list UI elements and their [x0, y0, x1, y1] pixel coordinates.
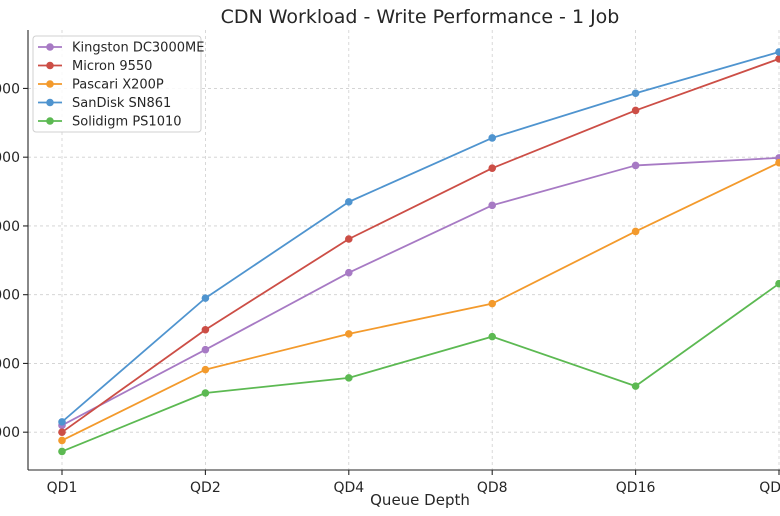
data-point: [345, 198, 353, 206]
data-point: [58, 418, 66, 426]
chart-title: CDN Workload - Write Performance - 1 Job: [221, 6, 620, 28]
legend: Kingston DC3000ME Micron 9550 Pascari X200…: [32, 35, 204, 133]
data-point: [488, 134, 497, 142]
data-point: [201, 365, 210, 374]
data-point: [631, 227, 640, 236]
series-line: [61, 156, 780, 427]
y-tick-label: 000: [0, 81, 20, 97]
axes: [27, 30, 780, 471]
x-tick-label: QD1: [47, 480, 78, 496]
legend-label: Solidigm PS1010: [72, 115, 182, 130]
series-line: [61, 282, 780, 453]
data-point: [58, 436, 66, 445]
data-point: [201, 325, 210, 334]
data-point: [775, 48, 780, 56]
series-line: [61, 51, 780, 423]
series-line: [61, 161, 780, 442]
legend-label: Micron 9550: [72, 59, 152, 74]
data-point: [631, 161, 640, 170]
data-point: [201, 389, 210, 397]
data-point: [775, 55, 780, 63]
data-point: [345, 268, 353, 277]
data-point: [631, 106, 640, 115]
data-point: [488, 164, 497, 172]
x-axis-label: Queue Depth: [370, 491, 470, 509]
x-tick-label: QD4: [333, 480, 364, 496]
x-ticks: QD1 QD2 QD4 QD8 QD16 QD32: [47, 470, 780, 496]
legend-box: [32, 35, 202, 133]
data-point: [488, 201, 497, 210]
data-point: [488, 332, 497, 341]
legend-swatch-marker: [46, 80, 54, 88]
series-group: [58, 48, 780, 456]
data-point: [201, 345, 210, 354]
data-point: [345, 235, 353, 243]
data-point: [58, 447, 66, 456]
data-point: [775, 279, 780, 288]
series-line: [61, 58, 780, 433]
y-tick-label: 000: [0, 150, 20, 166]
legend-label: SanDisk SN861: [72, 96, 171, 111]
y-tick-label: 000: [0, 288, 20, 304]
data-point: [58, 428, 66, 436]
data-point: [345, 374, 353, 382]
data-point: [488, 299, 497, 308]
data-point: [775, 158, 780, 167]
y-tick-label: 000: [0, 356, 20, 372]
x-tick-label: QD8: [477, 480, 508, 496]
y-ticks: 000 000 000 000 000 000: [0, 81, 28, 441]
y-tick-label: 000: [0, 219, 20, 235]
legend-label: Pascari X200P: [72, 78, 164, 93]
x-tick-label: QD32: [759, 480, 780, 496]
legend-swatch-marker: [46, 117, 54, 125]
x-tick-label: QD2: [190, 480, 221, 496]
data-point: [345, 330, 353, 338]
legend-swatch-marker: [46, 43, 54, 51]
x-tick-label: QD16: [616, 480, 656, 496]
legend-label: Kingston DC3000ME: [72, 41, 204, 56]
data-point: [201, 294, 210, 302]
data-point: [631, 382, 640, 390]
legend-swatch-marker: [46, 98, 54, 107]
y-tick-label: 000: [0, 425, 20, 441]
legend-swatch-marker: [46, 61, 54, 70]
data-point: [631, 89, 640, 98]
